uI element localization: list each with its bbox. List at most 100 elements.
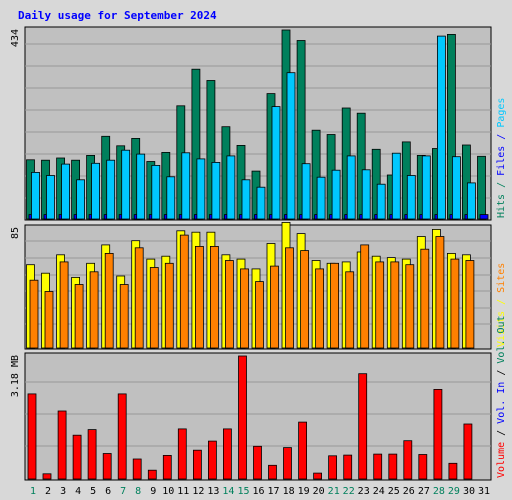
panel-bottom-max-label: 3.18 MB [10,355,21,397]
bar-pages [391,152,401,220]
bar-volume [117,393,127,480]
bar-volume [298,421,308,480]
x-tick-label: 4 [75,486,81,497]
x-tick-label: 23 [358,486,370,497]
bar-pages [181,152,191,220]
bar-sites [59,261,69,349]
bar-volume [27,393,37,480]
bar-pages [196,158,206,220]
bar-pages [361,169,371,220]
legend-entry: Vol. Out [496,315,507,363]
x-tick-label: 15 [237,486,249,497]
bar-pages [136,153,146,220]
bar-volume [268,464,277,480]
bar-pages [31,171,40,220]
bar-sites [405,264,415,349]
x-tick-label: 31 [478,486,490,497]
panel-top-max-label: 434 [10,29,21,47]
bar-volume [403,440,413,480]
bar-sites [149,267,159,349]
x-tick-label: 22 [343,486,355,497]
bar-volume [72,434,82,480]
bar-volume [102,453,112,480]
bar-sites [345,271,355,349]
x-tick-label: 1 [30,486,36,497]
bar-pages [241,179,251,220]
x-tick-label: 26 [403,486,415,497]
bar-sites [450,258,460,349]
x-tick-label: 17 [267,486,279,497]
x-tick-label: 14 [222,486,234,497]
bar-pages [151,164,161,220]
x-tick-label: 7 [120,486,126,497]
panel-middle: 85 Visits / Sites [10,221,507,350]
bar-pages [406,175,416,220]
bar-files [479,214,489,220]
bar-volume [283,447,292,480]
legend-entry: Vol. In [496,382,507,424]
bar-pages [211,161,221,220]
x-tick-label: 12 [192,486,204,497]
bar-sites [119,284,129,349]
bar-pages [316,176,326,220]
x-axis-labels: 1 2 3 4 5 6 7 8 9 10 11 12 13 14 15 16 17 18 19 20 21 22 23 24 2… [30,486,490,497]
bar-pages [76,179,85,220]
legend-entry: Pages [496,98,507,128]
x-tick-label: 13 [207,486,219,497]
bar-pages [166,176,176,220]
bar-sites [194,245,204,349]
bar-pages [376,183,386,220]
bar-sites [375,261,385,349]
bar-sites [465,260,475,349]
bar-volume [448,462,458,480]
panel-bottom-legend: Volume / Vol. In / Vol. Out [496,315,507,478]
bar-pages [331,169,341,220]
bar-pages [301,163,311,220]
bar-sites [179,234,189,349]
bar-sites [435,236,445,349]
bar-sites [224,260,234,349]
bar-pages [226,155,236,220]
bar-volume [132,458,142,480]
bar-pages [106,159,116,220]
bar-volume [147,469,157,480]
panel-top-legend: Hits / Files / Pages [496,98,507,218]
x-tick-label: 20 [313,486,325,497]
bar-sites [270,265,279,349]
bar-sites [29,279,39,349]
bar-pages [451,156,461,220]
bar-volume [192,449,202,480]
bar-pages [286,72,296,220]
bar-volume [238,355,247,480]
x-tick-label: 10 [162,486,174,497]
bar-volume [222,428,232,480]
bar-sites [164,262,174,349]
bar-pages [46,175,55,220]
bar-volume [418,454,428,480]
bar-volume [328,455,338,480]
bar-volume [42,473,52,480]
bar-pages [421,155,431,220]
x-tick-label: 9 [150,486,156,497]
bar-sites [44,291,54,349]
bar-volume [463,423,473,480]
legend-entry: Visits / [496,293,507,347]
bar-volume [313,472,323,480]
x-tick-label: 3 [60,486,66,497]
bar-volume [433,388,443,480]
bar-pages [61,163,70,220]
bar-volume [87,429,97,480]
bar-pages [466,182,476,220]
x-tick-label: 24 [373,486,385,497]
bar-sites [360,244,370,349]
x-tick-label: 29 [448,486,460,497]
bar-sites [315,268,325,349]
bar-pages [271,106,281,220]
bar-sites [300,250,310,349]
bar-volume [373,453,383,480]
bar-pages [436,35,446,220]
x-tick-label: 27 [418,486,430,497]
x-tick-label: 28 [433,486,445,497]
legend-entry: Files / [496,128,507,176]
